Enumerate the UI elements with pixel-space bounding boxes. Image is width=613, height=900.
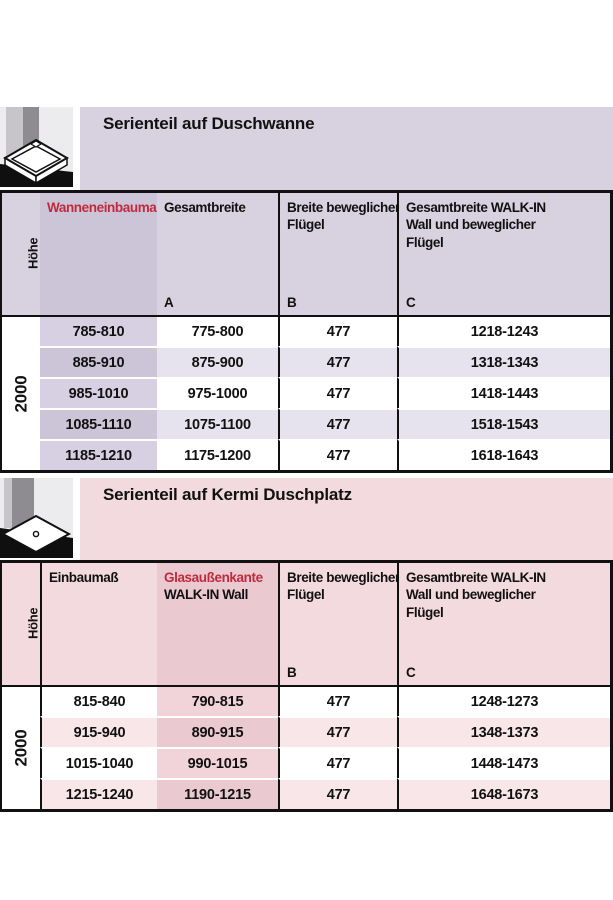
hoehe-label: Höhe xyxy=(25,607,41,640)
section-title: Serienteil auf Duschwanne xyxy=(103,114,315,133)
duschplatz-table: Höhe Duschkabine Einbaumaß Glasaußenkant… xyxy=(2,563,610,809)
value-cell: 1215-1240 xyxy=(40,778,157,809)
value-cell: 1318-1343 xyxy=(397,346,610,377)
header-wanneneinbaumass: Wanneneinbaumaß xyxy=(40,193,165,317)
value-cell: 477 xyxy=(278,346,397,377)
column-letter-b: B xyxy=(287,294,297,310)
header-hoehe-duschkabine: Höhe Duschkabine xyxy=(2,193,56,317)
height-value: 2000 xyxy=(11,374,31,413)
section-title-bar: Serienteil auf Kermi Duschplatz xyxy=(80,478,613,560)
table-row: 885-910 875-900 477 1318-1343 xyxy=(2,346,610,377)
duschwanne-table: Höhe Duschkabine Wanneneinbaumaß Gesamtb… xyxy=(2,193,610,470)
header-breite-beweglicher-fluegel: Breite beweglicher Flügel B xyxy=(278,193,400,317)
value-cell: 985-1010 xyxy=(40,377,157,408)
value-cell: 885-910 xyxy=(40,346,157,377)
section-duschplatz: Serienteil auf Kermi Duschplatz Höhe Dus… xyxy=(0,478,613,812)
value-cell: 975-1000 xyxy=(157,377,278,408)
value-cell: 1218-1243 xyxy=(397,317,610,346)
value-cell: 875-900 xyxy=(157,346,278,377)
value-cell: 1448-1473 xyxy=(397,747,610,778)
table-row: 1085-1110 1075-1100 477 1518-1543 xyxy=(2,408,610,439)
header-breite-beweglicher-fluegel: Breite beweglicher Flügel B xyxy=(278,563,400,687)
header-row: Höhe Duschkabine Wanneneinbaumaß Gesamtb… xyxy=(2,193,610,317)
column-letter-c: C xyxy=(406,664,416,680)
value-cell: 1015-1040 xyxy=(40,747,157,778)
value-cell: 990-1015 xyxy=(157,747,278,778)
table-row: 1185-1210 1175-1200 477 1618-1643 xyxy=(2,439,610,470)
value-cell: 1185-1210 xyxy=(40,439,157,470)
table-row: 985-1010 975-1000 477 1418-1443 xyxy=(2,377,610,408)
height-cell: 2000 xyxy=(2,687,40,809)
value-cell: 1648-1673 xyxy=(397,778,610,809)
value-cell: 785-810 xyxy=(40,317,157,346)
table-wrap: Höhe Duschkabine Einbaumaß Glasaußenkant… xyxy=(0,560,613,812)
table-row: 2000 785-810 775-800 477 1218-1243 xyxy=(2,317,610,470)
shower-tray-icon xyxy=(0,107,73,190)
header-gesamtbreite: Gesamtbreite A xyxy=(157,193,278,317)
value-cell: 1085-1110 xyxy=(40,408,157,439)
value-cell: 477 xyxy=(278,439,397,470)
value-cell: 477 xyxy=(278,778,397,809)
value-cell: 477 xyxy=(278,747,397,778)
value-cell: 1518-1543 xyxy=(397,408,610,439)
value-cell: 815-840 xyxy=(40,687,157,716)
value-cell: 1418-1443 xyxy=(397,377,610,408)
column-letter-b: B xyxy=(287,664,297,680)
height-value: 2000 xyxy=(11,729,31,767)
height-cell: 2000 xyxy=(2,317,40,470)
section-title-bar: Serienteil auf Duschwanne xyxy=(80,107,613,190)
value-cell: 1175-1200 xyxy=(157,439,278,470)
value-cell: 477 xyxy=(278,317,397,346)
hoehe-label: Höhe xyxy=(25,237,41,270)
value-cell: 775-800 xyxy=(157,317,278,346)
band-gap xyxy=(73,478,80,560)
column-letter-c: C xyxy=(406,294,416,310)
value-cell: 1618-1643 xyxy=(397,439,610,470)
value-cell: 915-940 xyxy=(40,716,157,747)
value-cell: 477 xyxy=(278,716,397,747)
header-einbaumass: Einbaumaß xyxy=(40,563,157,687)
value-cell: 477 xyxy=(278,687,397,716)
value-cell: 1075-1100 xyxy=(157,408,278,439)
value-cell: 477 xyxy=(278,408,397,439)
header-glasaussenkante: Glasaußenkante WALK-IN Wall xyxy=(157,563,278,687)
column-letter-a: A xyxy=(164,294,174,310)
header-gesamtbreite-walkin: Gesamtbreite WALK-IN Wall und bewegliche… xyxy=(397,193,610,317)
table-row: 915-940 890-915 477 1348-1373 xyxy=(2,716,610,747)
shower-plate-icon xyxy=(0,478,73,560)
header-gesamtbreite-walkin: Gesamtbreite WALK-IN Wall und bewegliche… xyxy=(397,563,610,687)
header-row: Höhe Duschkabine Einbaumaß Glasaußenkant… xyxy=(2,563,610,687)
title-band: Serienteil auf Kermi Duschplatz xyxy=(0,478,613,560)
section-title: Serienteil auf Kermi Duschplatz xyxy=(103,485,352,504)
band-gap xyxy=(73,107,80,190)
value-cell: 1348-1373 xyxy=(397,716,610,747)
value-cell: 1248-1273 xyxy=(397,687,610,716)
value-cell: 890-915 xyxy=(157,716,278,747)
value-cell: 1190-1215 xyxy=(157,778,278,809)
table-row: 1215-1240 1190-1215 477 1648-1673 xyxy=(2,778,610,809)
table-wrap: Höhe Duschkabine Wanneneinbaumaß Gesamtb… xyxy=(0,190,613,473)
table-row: 1015-1040 990-1015 477 1448-1473 xyxy=(2,747,610,778)
section-duschwanne: Serienteil auf Duschwanne Höhe Duschkabi… xyxy=(0,107,613,473)
value-cell: 477 xyxy=(278,377,397,408)
header-hoehe-duschkabine: Höhe Duschkabine xyxy=(2,563,56,687)
value-cell: 790-815 xyxy=(157,687,278,716)
title-band: Serienteil auf Duschwanne xyxy=(0,107,613,190)
table-row: 2000 815-840 790-815 477 1248-1273 xyxy=(2,687,610,809)
